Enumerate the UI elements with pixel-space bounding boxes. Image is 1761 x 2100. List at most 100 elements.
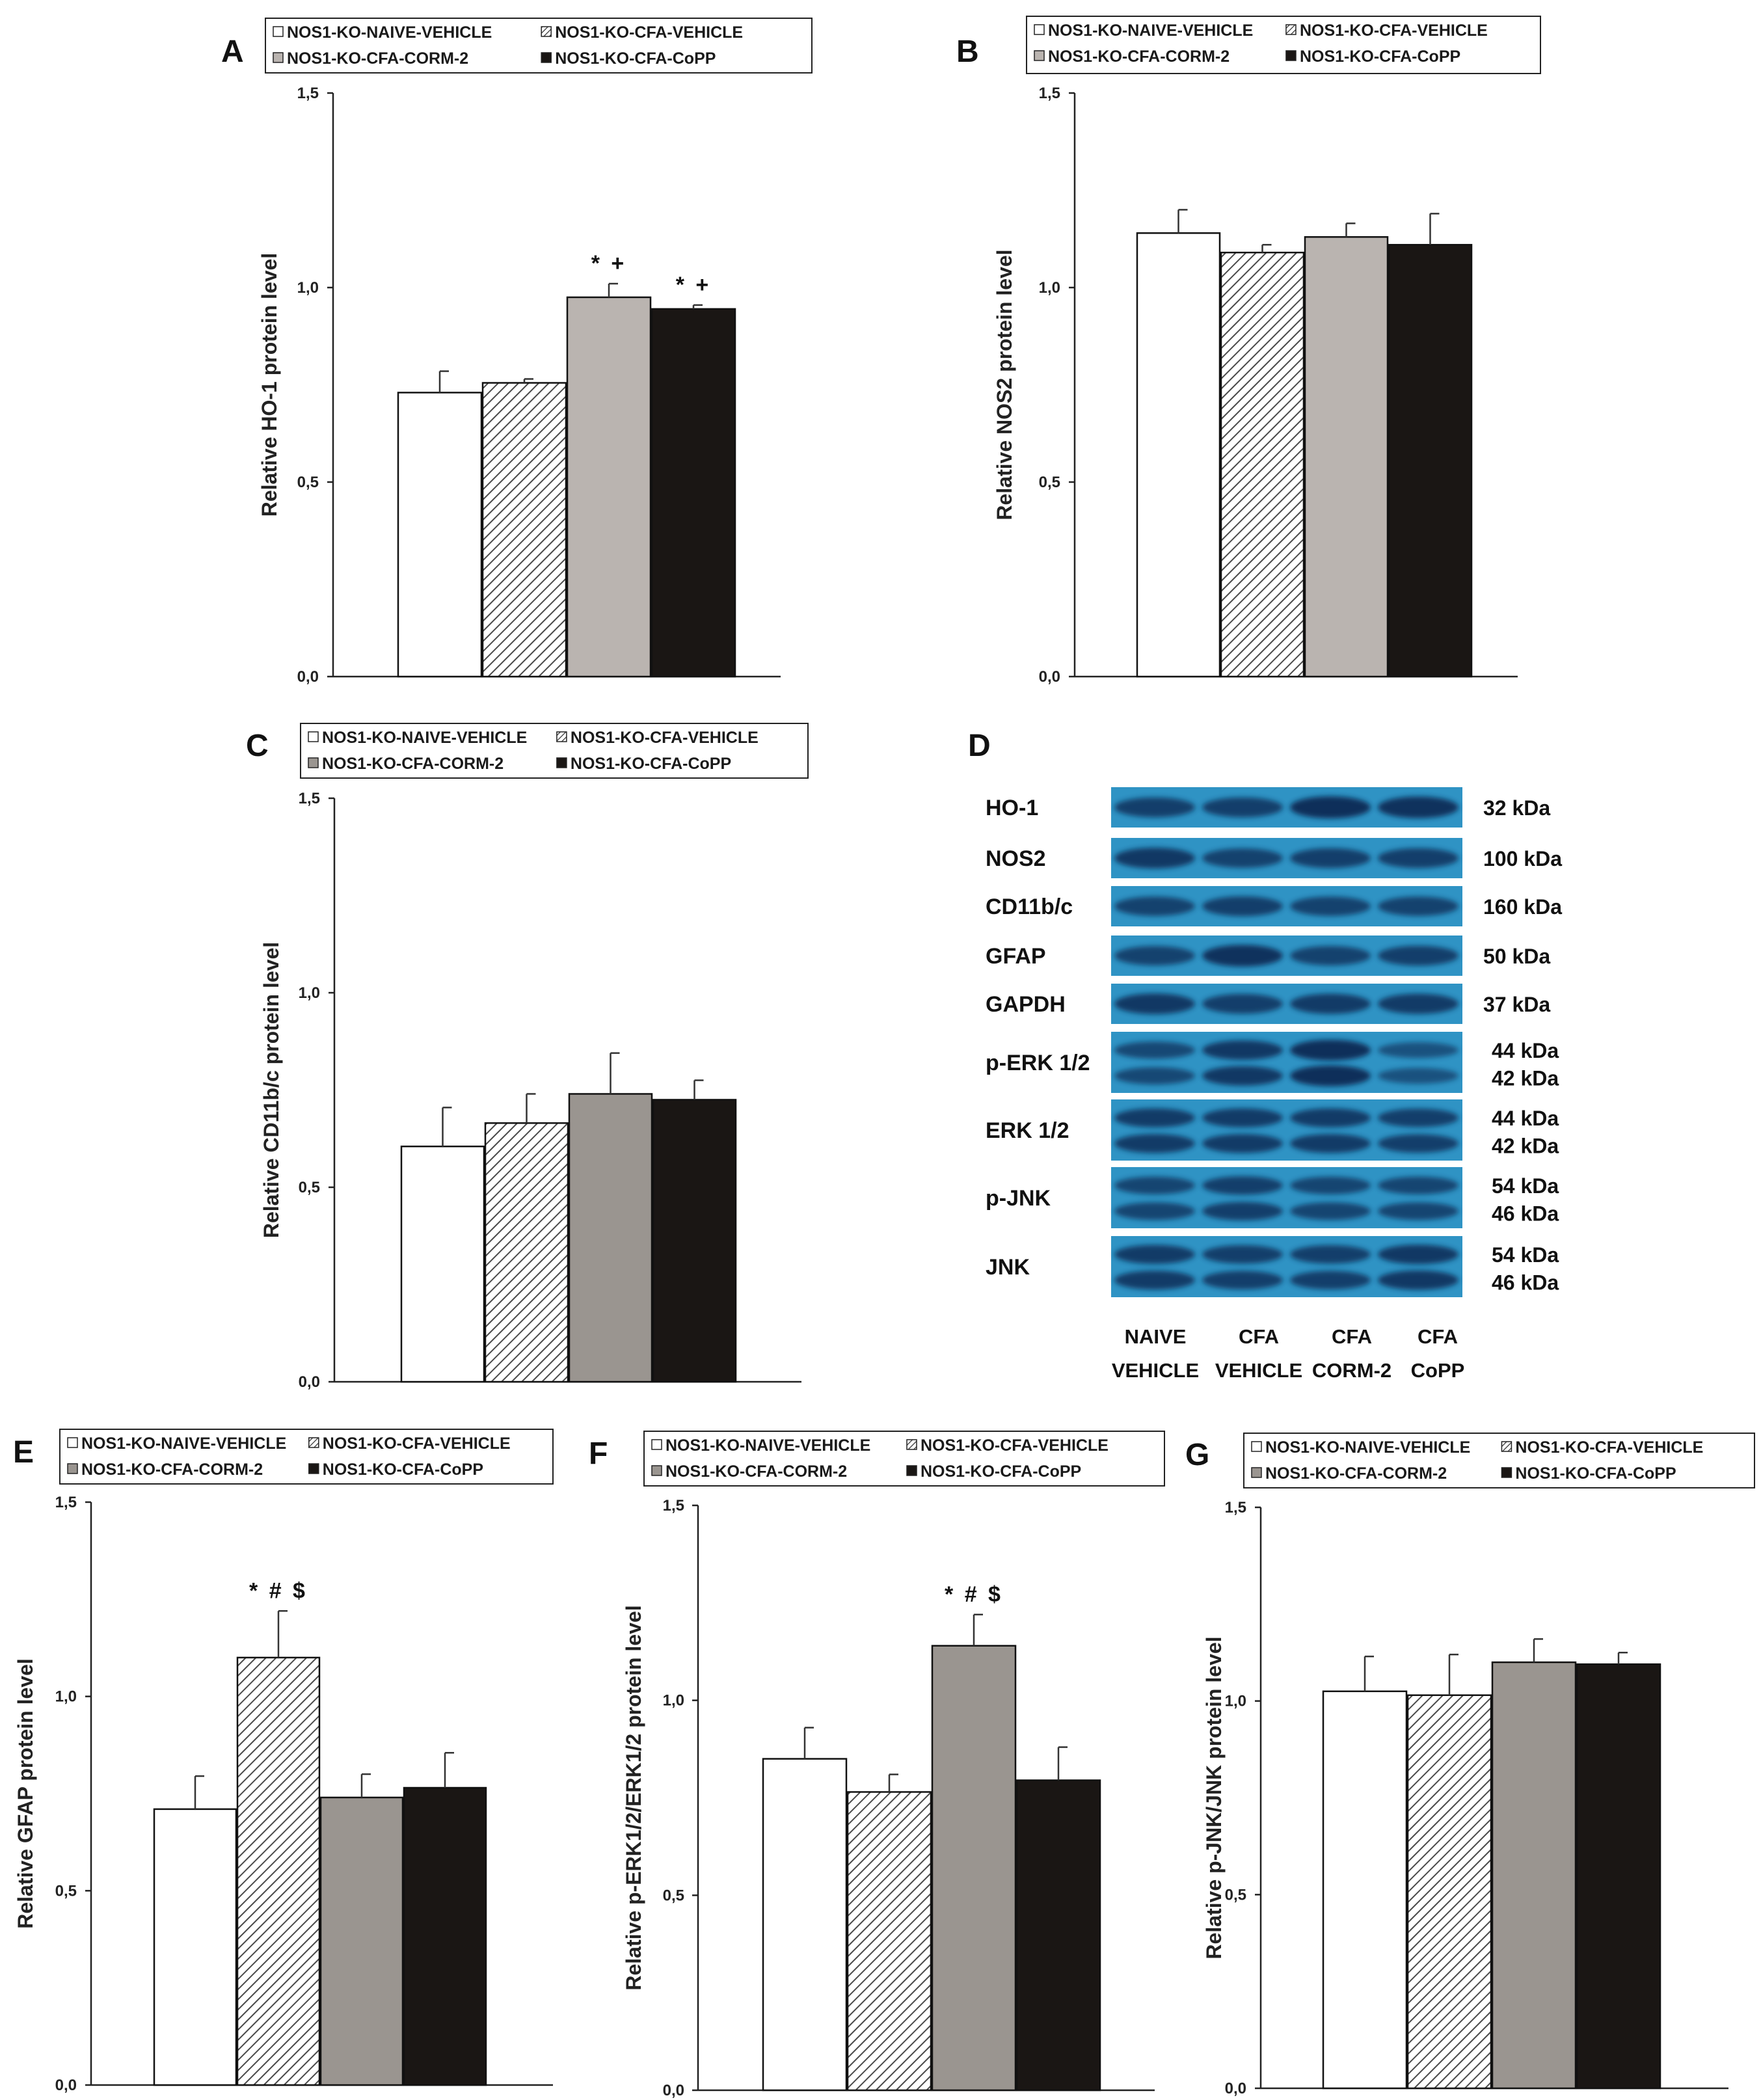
bar-cfa-vehicle <box>481 382 567 678</box>
legend-label-naive-vehicle: NOS1-KO-NAIVE-VEHICLE <box>322 729 527 747</box>
legend-label-cfa-vehicle: NOS1-KO-CFA-VEHICLE <box>571 729 759 747</box>
legend-swatch-cfa-copp <box>541 52 552 63</box>
blot-band <box>1202 1040 1283 1060</box>
legend-swatch-naive-vehicle <box>1034 24 1045 35</box>
legend-label-cfa-copp: NOS1-KO-CFA-CoPP <box>323 1461 483 1479</box>
blot-band <box>1114 993 1195 1014</box>
y-tick-label: 1,5 <box>1225 1499 1246 1516</box>
blot-band <box>1202 993 1283 1014</box>
bar-naive-vehicle <box>1136 232 1221 678</box>
blot-band <box>1290 993 1371 1014</box>
legend-swatch-naive-vehicle <box>273 26 284 37</box>
blot-protein-label: p-JNK <box>986 1186 1051 1211</box>
bar-cfa-vehicle <box>484 1122 569 1383</box>
legend-box <box>643 1431 1165 1487</box>
y-tick-label: 0,5 <box>1225 1886 1246 1904</box>
y-tick-label: 0,0 <box>663 2082 684 2099</box>
y-tick-label: 0,5 <box>297 474 319 491</box>
legend-swatch-naive-vehicle <box>651 1439 662 1450</box>
blot-kda-label: 44 kDa <box>1492 1039 1559 1062</box>
bar-cfa-vehicle <box>1220 251 1305 678</box>
chart-panel-e: E NOS1-KO-NAIVE-VEHICLE NOS1-KO-CFA-VEHICL… <box>13 1429 554 2094</box>
y-tick-label: 0,5 <box>55 1882 77 1900</box>
western-blot-panel-d: D HO-1 32 kDa NOS2 100 kDa CD11b/c 160 kDa GFAP… <box>968 729 1562 1382</box>
blot-row-cd11b-c: CD11b/c 160 kDa <box>986 886 1562 926</box>
blot-protein-label: HO-1 <box>986 796 1038 820</box>
legend-label-cfa-corm2: NOS1-KO-CFA-CORM-2 <box>665 1462 847 1481</box>
legend-label-cfa-corm2: NOS1-KO-CFA-CORM-2 <box>81 1461 263 1479</box>
blot-band <box>1114 1245 1195 1264</box>
legend-label-cfa-vehicle: NOS1-KO-CFA-VEHICLE <box>1515 1438 1703 1457</box>
y-axis-label: Relative HO-1 protein level <box>258 253 281 517</box>
y-tick-label: 0,5 <box>663 1887 684 1904</box>
bar-naive-vehicle <box>397 392 483 678</box>
bar-cfa-vehicle <box>1406 1694 1492 2090</box>
blot-band <box>1114 946 1195 965</box>
y-axis-label: Relative CD11b/c protein level <box>260 942 283 1238</box>
legend-label-naive-vehicle: NOS1-KO-NAIVE-VEHICLE <box>81 1434 286 1453</box>
y-tick-label: 1,0 <box>663 1692 684 1710</box>
blot-lane-label-top: NAIVE <box>1125 1325 1187 1348</box>
legend-swatch-naive-vehicle <box>1251 1441 1262 1452</box>
blot-band <box>1378 1108 1459 1127</box>
y-tick-label: 1,0 <box>55 1688 77 1706</box>
bar-cfa-copp <box>652 1099 737 1383</box>
blot-kda-label: 54 kDa <box>1492 1174 1559 1198</box>
legend-box <box>265 18 813 74</box>
y-tick-label: 1,0 <box>297 279 319 297</box>
blot-row-p-erk-1-2: p-ERK 1/2 44 kDa 42 kDa <box>986 1032 1559 1093</box>
blot-band <box>1114 1042 1195 1059</box>
legend-label-cfa-vehicle: NOS1-KO-CFA-VEHICLE <box>1300 21 1488 40</box>
blot-band <box>1290 1040 1371 1061</box>
chart-panel-g: G NOS1-KO-NAIVE-VEHICLE NOS1-KO-CFA-VEHICL… <box>1185 1433 1755 2097</box>
y-axis-label: Relative p-ERK1/2/ERK1/2 protein level <box>622 1605 645 1990</box>
blot-row-p-jnk: p-JNK 54 kDa 46 kDa <box>986 1167 1559 1228</box>
blot-band <box>1114 1202 1195 1220</box>
legend-swatch-naive-vehicle <box>308 731 319 742</box>
significance-annotation: * # $ <box>249 1578 308 1603</box>
blot-protein-label: GFAP <box>986 944 1046 969</box>
bar-naive-vehicle <box>153 1808 237 2086</box>
legend-label-naive-vehicle: NOS1-KO-NAIVE-VEHICLE <box>1048 21 1253 40</box>
bar-cfa-copp <box>1576 1663 1661 2090</box>
blot-kda-label: 37 kDa <box>1483 993 1550 1016</box>
bar-naive-vehicle <box>400 1145 485 1383</box>
legend-swatch-cfa-vehicle <box>541 26 552 37</box>
legend-swatch-cfa-corm2 <box>1251 1467 1262 1478</box>
bar-cfa-corm2 <box>1491 1661 1577 2090</box>
y-tick-label: 1,5 <box>299 790 320 807</box>
legend-swatch-cfa-vehicle <box>1501 1441 1512 1452</box>
panel-letter-c: C <box>246 729 269 763</box>
y-tick-label: 1,5 <box>55 1494 77 1511</box>
blot-lane-label-top: CFA <box>1418 1325 1458 1348</box>
blot-band <box>1202 1202 1283 1220</box>
bar-cfa-corm2 <box>319 1796 404 2086</box>
legend-swatch-cfa-copp <box>556 757 567 768</box>
blot-band <box>1378 1176 1459 1194</box>
blot-band <box>1290 896 1371 916</box>
bar-cfa-copp <box>1015 1779 1101 2092</box>
legend-swatch-cfa-corm2 <box>273 52 284 63</box>
blot-band <box>1202 1271 1283 1289</box>
bar-cfa-copp <box>651 308 736 678</box>
legend-label-cfa-corm2: NOS1-KO-CFA-CORM-2 <box>1048 47 1230 66</box>
y-axis-label: Relative p-JNK/JNK protein level <box>1202 1636 1226 1959</box>
panel-letter-d: D <box>968 729 991 763</box>
legend-box <box>59 1429 554 1485</box>
blot-kda-label: 42 kDa <box>1492 1135 1559 1158</box>
blot-band <box>1114 1271 1195 1290</box>
legend-label-cfa-corm2: NOS1-KO-CFA-CORM-2 <box>322 755 504 773</box>
significance-annotation: * + <box>676 273 712 297</box>
blot-protein-label: ERK 1/2 <box>986 1118 1069 1143</box>
blot-band <box>1202 848 1283 868</box>
bar-cfa-vehicle <box>846 1791 932 2092</box>
blot-band <box>1114 1176 1195 1194</box>
legend-swatch-cfa-corm2 <box>67 1463 78 1474</box>
blot-kda-label: 50 kDa <box>1483 945 1550 968</box>
panel-letter-e: E <box>13 1435 34 1470</box>
bar-cfa-vehicle <box>236 1656 321 2086</box>
legend-swatch-cfa-vehicle <box>308 1437 319 1448</box>
legend-label-cfa-copp: NOS1-KO-CFA-CoPP <box>921 1462 1081 1481</box>
legend-swatch-cfa-copp <box>1501 1467 1512 1478</box>
blot-band <box>1114 848 1195 868</box>
